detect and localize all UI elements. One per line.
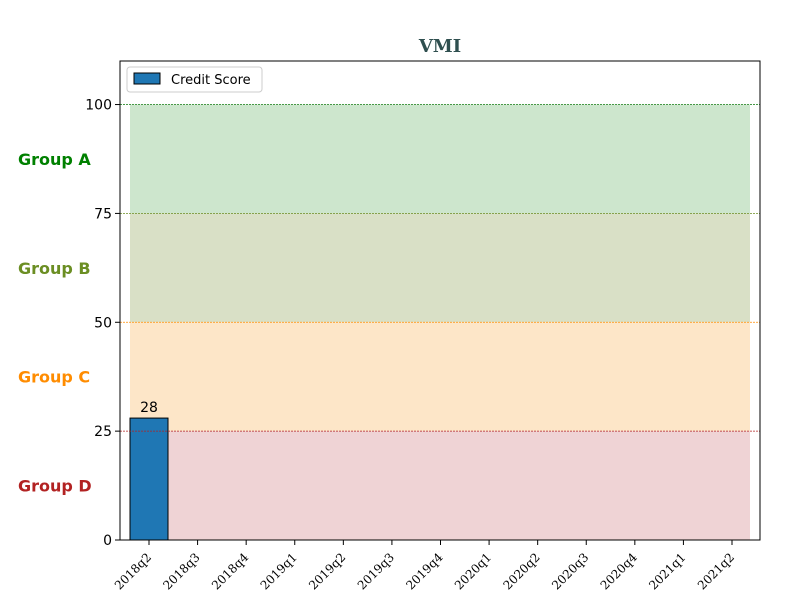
band-group-d xyxy=(130,431,750,540)
y-tick-label: 0 xyxy=(103,533,112,549)
group-label-group-c: Group C xyxy=(18,368,90,387)
band-group-c xyxy=(130,322,750,432)
group-label-group-d: Group D xyxy=(18,477,92,496)
band-group-a xyxy=(130,104,750,214)
y-tick-label: 25 xyxy=(94,424,112,440)
x-tick-label: 2020q4 xyxy=(598,550,641,593)
x-axis: 2018q2 2018q3 2018q4 2019q1 2019q2 2019q3 2019… xyxy=(112,540,737,593)
x-tick-label: 2019q1 xyxy=(258,550,300,592)
group-labels: Group A Group B Group C Group D xyxy=(18,150,92,496)
data-labels: 28 xyxy=(140,400,158,416)
group-label-group-a: Group A xyxy=(18,150,91,169)
bar-2018q2 xyxy=(129,417,169,541)
x-tick-label: 2020q2 xyxy=(500,550,542,592)
legend: Credit Score xyxy=(126,66,263,93)
group-label-group-b: Group B xyxy=(18,259,91,278)
legend-label: Credit Score xyxy=(171,73,251,88)
legend-swatch xyxy=(133,72,161,85)
x-tick-label: 2018q2 xyxy=(112,550,154,592)
x-tick-label: 2019q4 xyxy=(403,550,446,593)
data-label-2018q2: 28 xyxy=(140,400,158,416)
x-tick-label: 2019q3 xyxy=(355,550,397,592)
x-tick-label: 2018q3 xyxy=(160,550,202,592)
legend-box xyxy=(126,66,263,93)
band-lines xyxy=(120,104,760,432)
band-group-b xyxy=(130,213,750,323)
bars xyxy=(129,417,169,541)
y-tick-label: 50 xyxy=(94,315,112,331)
y-axis: 0 25 50 75 100 xyxy=(85,98,120,549)
y-tick-label: 100 xyxy=(85,98,112,114)
group-bands xyxy=(130,104,750,540)
x-tick-label: 2021q2 xyxy=(695,550,737,592)
x-tick-label: 2018q4 xyxy=(209,550,252,593)
x-tick-label: 2020q1 xyxy=(452,550,494,592)
x-tick-label: 2020q3 xyxy=(549,550,591,592)
y-tick-label: 75 xyxy=(94,206,112,222)
chart-title: VMI xyxy=(418,36,461,57)
x-tick-label: 2021q1 xyxy=(646,550,688,592)
x-tick-label: 2019q2 xyxy=(306,550,348,592)
